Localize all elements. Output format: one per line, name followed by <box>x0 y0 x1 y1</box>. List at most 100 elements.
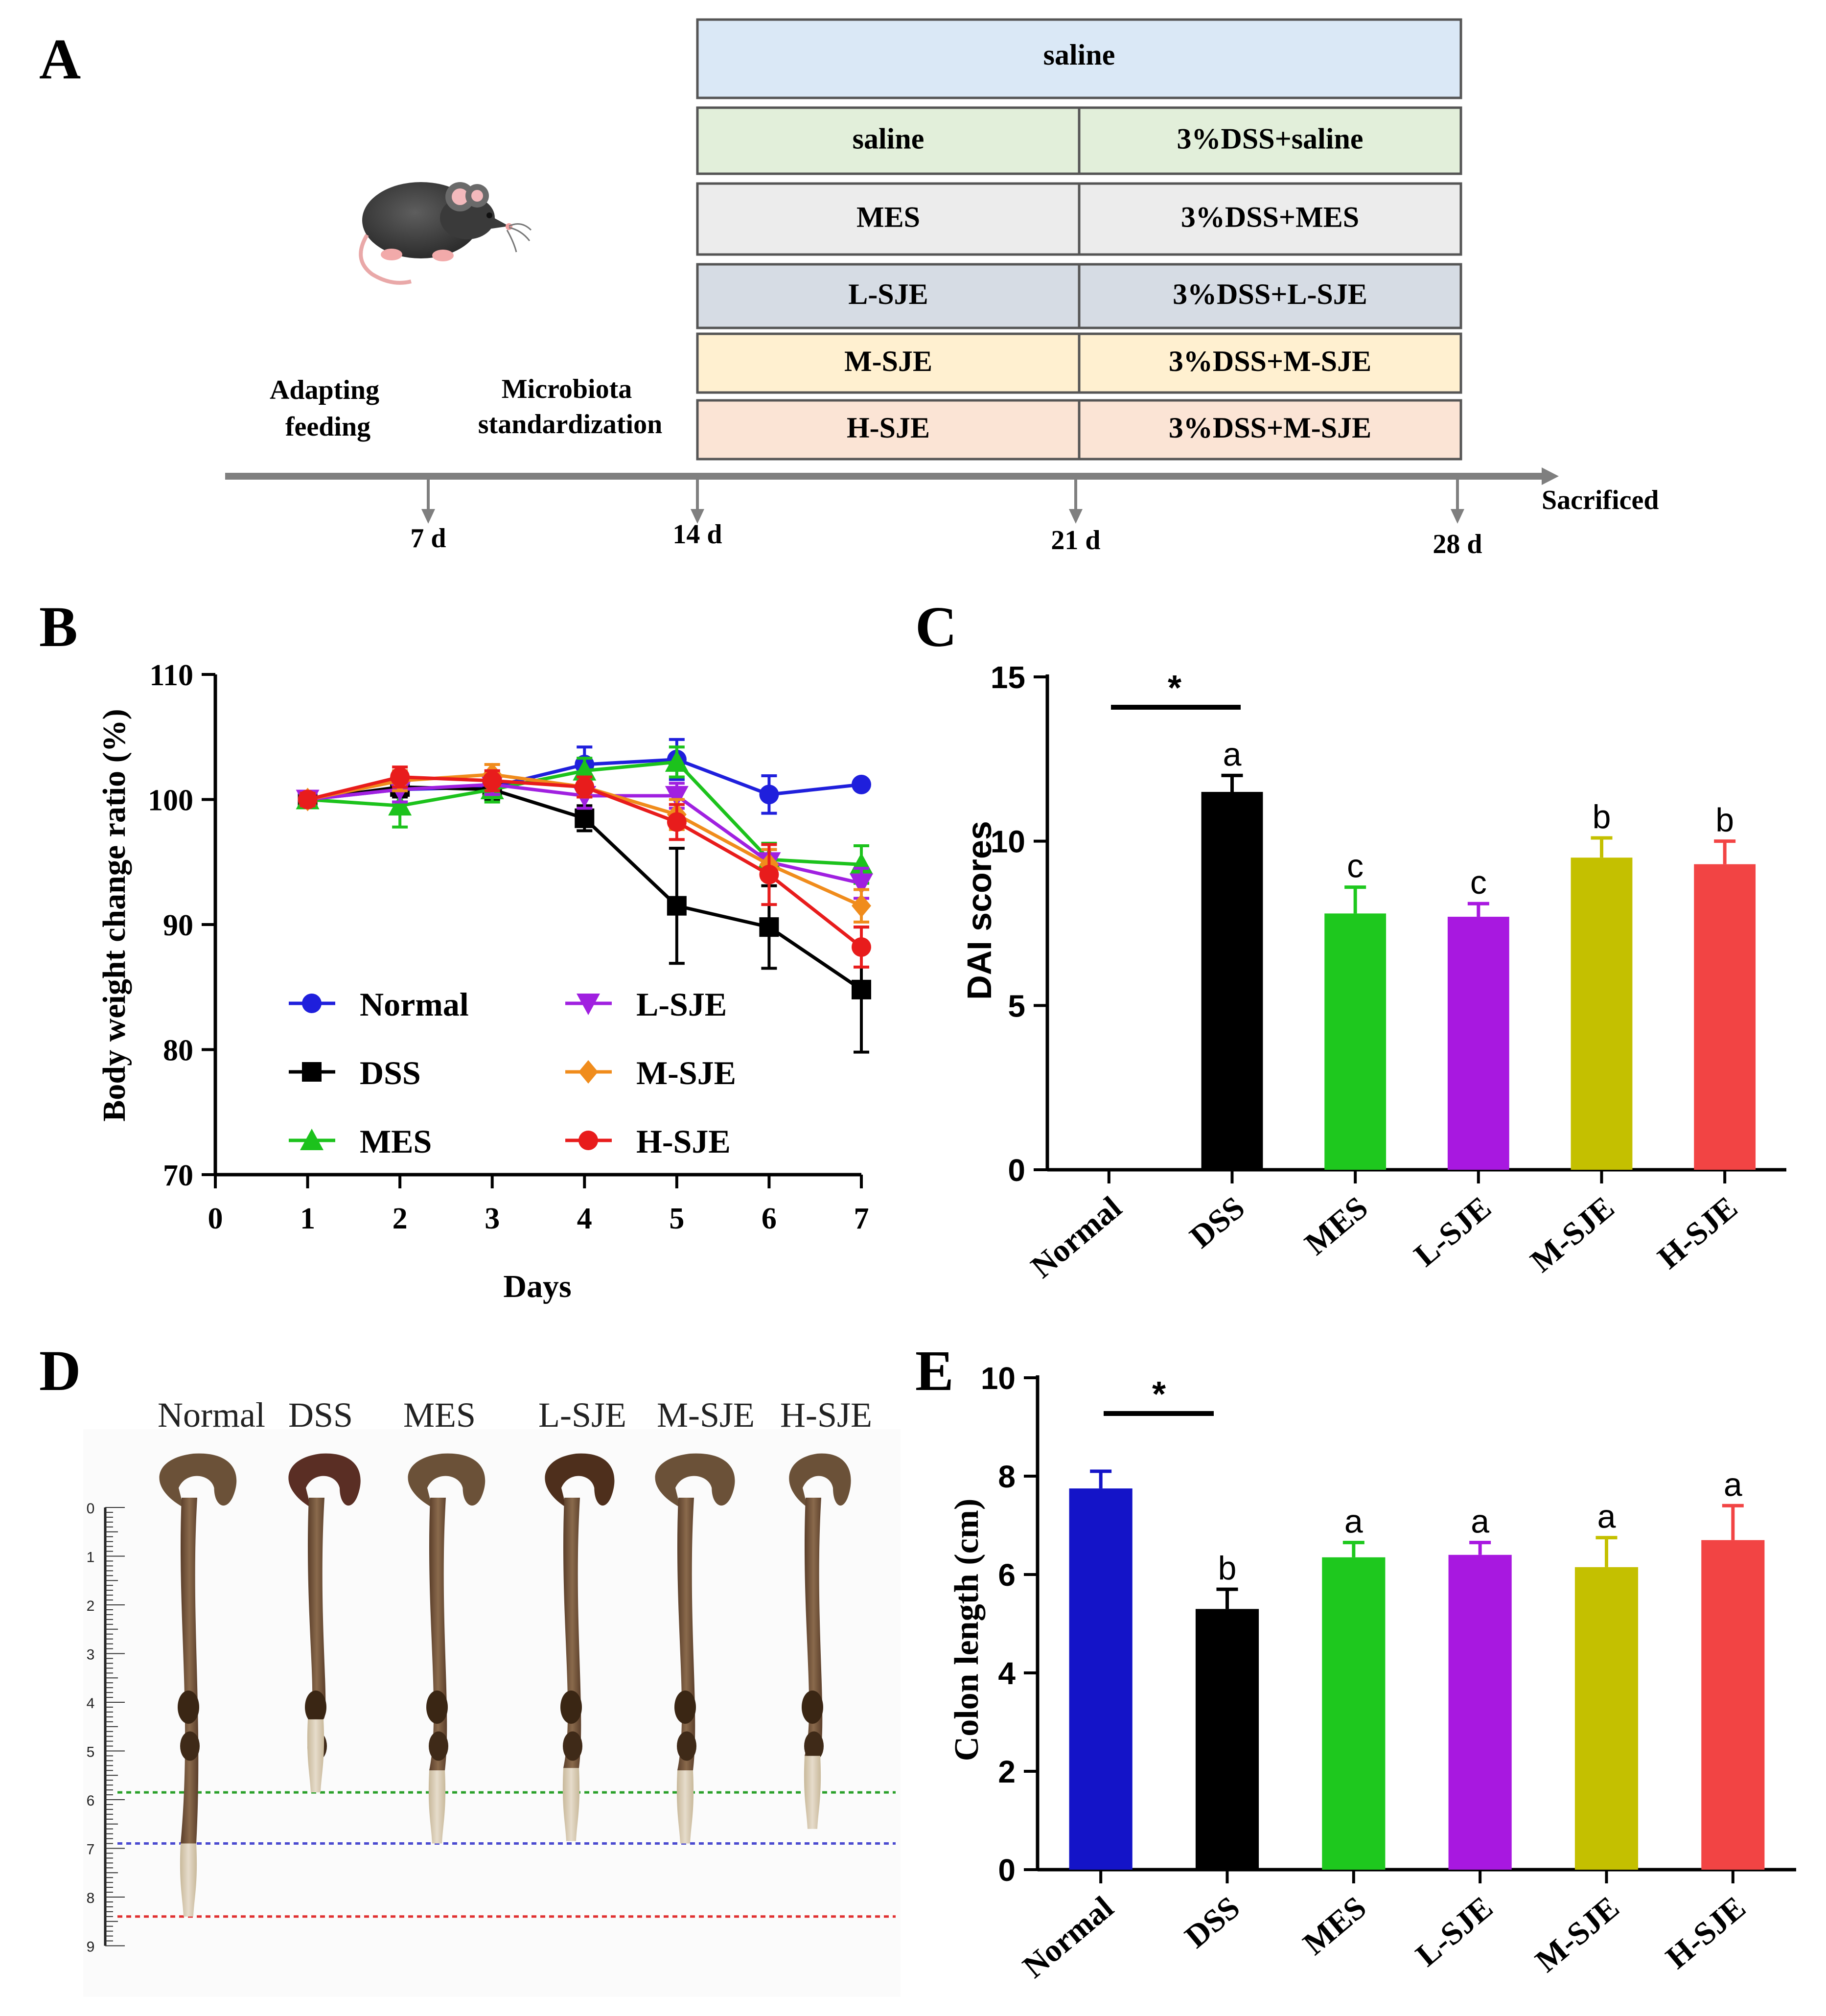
colon-sample-l-sje-pellet-2 <box>563 1731 582 1761</box>
colon-sample-normal-cecum <box>159 1453 237 1507</box>
legend-normal-label: Normal <box>360 986 469 1023</box>
chart-b-ylabel: Body weight change ratio (%) <box>96 709 132 1121</box>
series-mes-point-1 <box>388 794 412 816</box>
series-normal-point-5 <box>759 785 779 805</box>
phase2-label: Microbiota standardization <box>478 374 663 440</box>
chart-c-bar-m-sje <box>1571 857 1633 1170</box>
ruler-label-8: 8 <box>87 1890 95 1906</box>
series-dss-point-3 <box>575 808 595 828</box>
chart-e-category-dss: DSS <box>1178 1890 1247 1955</box>
chart-b-xtick-label-4: 4 <box>577 1202 592 1235</box>
chart-e-ylabel: Colon length (cm) <box>948 1499 986 1761</box>
colon-length-chart: Colon length (cm) 0 2 4 6 8 10 Normal b DSS a MES a… <box>948 1361 1796 1985</box>
chart-e-category-normal: Normal <box>1016 1890 1120 1985</box>
chart-c-bar-h-sje <box>1694 864 1756 1170</box>
timeline-arrow-2 <box>1069 509 1083 524</box>
experimental-design: saline saline 3%DSS+saline MES 3%DSS+MES L-S… <box>225 18 1659 559</box>
series-dss-point-4 <box>667 896 687 916</box>
ruler-label-6: 6 <box>87 1793 95 1809</box>
timeline-arrow-1 <box>691 509 704 524</box>
chart-e-bar-dss <box>1195 1609 1259 1870</box>
colon-sample-normal-pellet-1 <box>178 1690 199 1724</box>
ruler-label-9: 9 <box>87 1939 95 1955</box>
photo-label-m-sje: M-SJE <box>657 1395 755 1435</box>
chart-c-category-normal: Normal <box>1024 1190 1129 1285</box>
design-row-4-right: 3%DSS+M-SJE <box>1169 412 1371 444</box>
legend-dss-label: DSS <box>360 1054 421 1091</box>
design-row-0-right: 3%DSS+saline <box>1177 122 1364 155</box>
photo-label-mes: MES <box>403 1395 476 1435</box>
colon-sample-normal <box>159 1453 237 1917</box>
chart-c-bar-mes <box>1324 913 1387 1170</box>
series-normal-point-6 <box>852 774 871 794</box>
colon-sample-mes-cecum <box>408 1453 485 1507</box>
chart-e-letter-dss: b <box>1218 1550 1237 1587</box>
timeline-label-14-d: 14 d <box>672 519 722 550</box>
legend-normal-marker <box>302 994 322 1013</box>
design-row-0-left: saline <box>853 122 925 155</box>
chart-e-category-l-sje: L-SJE <box>1409 1890 1500 1973</box>
timeline-label-21-d: 21 d <box>1051 525 1100 556</box>
chart-e-ytick-label-0: 0 <box>998 1853 1016 1888</box>
series-mes-point-4 <box>665 750 689 772</box>
chart-b-xtick-label-5: 5 <box>669 1202 684 1235</box>
chart-e-letter-m-sje: a <box>1597 1498 1616 1535</box>
colon-sample-dss-cecum <box>288 1453 361 1507</box>
chart-c-category-h-sje: H-SJE <box>1651 1190 1744 1276</box>
colon-sample-l-sje-pellet-1 <box>560 1690 582 1724</box>
chart-b-xtick-label-6: 6 <box>762 1202 777 1235</box>
series-h-sje <box>298 765 871 969</box>
chart-e-bar-mes <box>1322 1557 1386 1870</box>
chart-e-ytick-label-2: 2 <box>998 1754 1016 1789</box>
chart-c-ytick-label-10: 10 <box>991 824 1025 859</box>
colon-sample-h-sje-cecum <box>789 1453 851 1507</box>
photo-label-h-sje: H-SJE <box>780 1395 872 1435</box>
chart-b-xtick-label-0: 0 <box>208 1202 223 1235</box>
colon-sample-h-sje-distal <box>804 1756 821 1829</box>
chart-c-category-l-sje: L-SJE <box>1408 1190 1498 1274</box>
chart-b-ytick-label-100: 100 <box>148 784 193 817</box>
colon-sample-m-sje-distal <box>676 1770 694 1844</box>
sacrificed-label: Sacrificed <box>1542 485 1659 515</box>
design-row-4-left: H-SJE <box>847 412 930 444</box>
chart-c-category-m-sje: M-SJE <box>1524 1190 1621 1279</box>
series-m-sje-point-6 <box>852 894 871 918</box>
series-mes-point-3 <box>573 759 597 781</box>
legend-h-sje-label: H-SJE <box>636 1123 731 1160</box>
design-row-3-right: 3%DSS+M-SJE <box>1169 345 1371 377</box>
chart-e-letter-mes: a <box>1344 1503 1363 1540</box>
dai-chart: DAI scores 0 5 10 15 Normal a DSS c MES c L-SJE b M-… <box>960 660 1786 1285</box>
colon-sample-h-sje <box>789 1453 851 1829</box>
chart-c-letter-mes: c <box>1347 848 1364 885</box>
chart-b-ytick-label-90: 90 <box>163 909 193 942</box>
chart-b-ytick-label-80: 80 <box>163 1034 193 1067</box>
colon-photo: 0 1 2 3 4 5 6 7 8 9 Normal DSS MES L-SJE M-SJE H-SJE <box>83 1395 901 1997</box>
ruler-label-3: 3 <box>87 1647 95 1663</box>
colon-sample-mes-distal <box>428 1770 446 1844</box>
series-l-sje-point-6 <box>850 873 873 895</box>
colon-sample-normal-pellet-2 <box>180 1731 200 1761</box>
series-h-sje-point-0 <box>298 789 318 810</box>
chart-e-bar-m-sje <box>1574 1567 1639 1870</box>
colon-sample-l-sje-distal <box>562 1768 580 1841</box>
colon-sample-h-sje-pellet-1 <box>802 1690 823 1724</box>
colon-sample-mes-pellet-2 <box>429 1731 448 1761</box>
chart-b-xtick-label-7: 7 <box>854 1202 869 1235</box>
chart-e-letter-l-sje: a <box>1471 1503 1489 1540</box>
chart-c-significance-star: * <box>1168 669 1181 708</box>
chart-c-ytick-label-0: 0 <box>1008 1153 1025 1188</box>
chart-c-category-mes: MES <box>1298 1190 1374 1262</box>
chart-e-ytick-label-10: 10 <box>981 1361 1016 1396</box>
panel-letter-e: E <box>915 1339 954 1403</box>
colon-sample-m-sje-cecum <box>655 1453 735 1507</box>
series-h-sje-point-3 <box>575 777 595 797</box>
ruler-label-4: 4 <box>87 1695 95 1712</box>
colon-sample-dss-body <box>308 1498 326 1719</box>
photo-label-l-sje: L-SJE <box>538 1395 626 1435</box>
colon-sample-dss-pellet-1 <box>305 1690 326 1724</box>
legend-l-sje-marker <box>577 994 600 1015</box>
colon-sample-h-sje-pellet-2 <box>804 1731 824 1761</box>
mouse-icon <box>359 182 532 285</box>
series-l-sje-point-4 <box>665 786 689 808</box>
chart-c-letter-h-sje: b <box>1715 802 1734 839</box>
